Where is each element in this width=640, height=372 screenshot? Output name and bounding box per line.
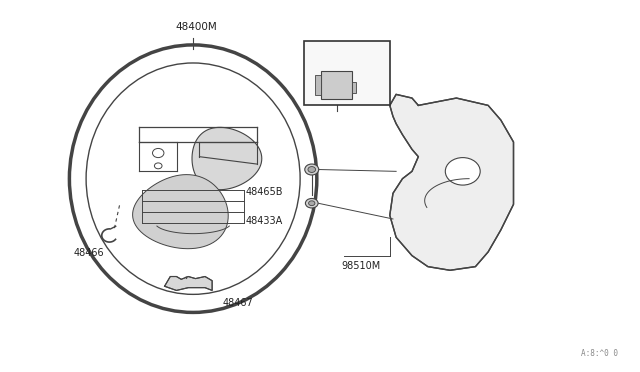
Text: 48433A: 48433A (246, 216, 284, 226)
Ellipse shape (308, 167, 316, 173)
Bar (352, 82, 356, 93)
Ellipse shape (305, 164, 319, 175)
Bar (315, 75, 321, 95)
Text: 48400M: 48400M (175, 22, 217, 32)
Polygon shape (192, 127, 262, 190)
Polygon shape (132, 174, 228, 249)
Text: SEC.251: SEC.251 (309, 53, 344, 62)
Ellipse shape (445, 158, 480, 185)
Polygon shape (390, 94, 513, 270)
Text: A:8:^0 0: A:8:^0 0 (581, 349, 618, 358)
Ellipse shape (305, 198, 318, 208)
Bar (304, 41, 390, 105)
Polygon shape (164, 276, 212, 291)
Text: ASCD SWITCH: ASCD SWITCH (309, 45, 368, 54)
Text: 48466: 48466 (73, 248, 104, 258)
Bar (321, 71, 352, 99)
Text: 48467: 48467 (222, 298, 253, 308)
Text: 98510M: 98510M (341, 261, 380, 271)
Ellipse shape (308, 201, 315, 206)
Text: 48465B: 48465B (246, 187, 284, 197)
